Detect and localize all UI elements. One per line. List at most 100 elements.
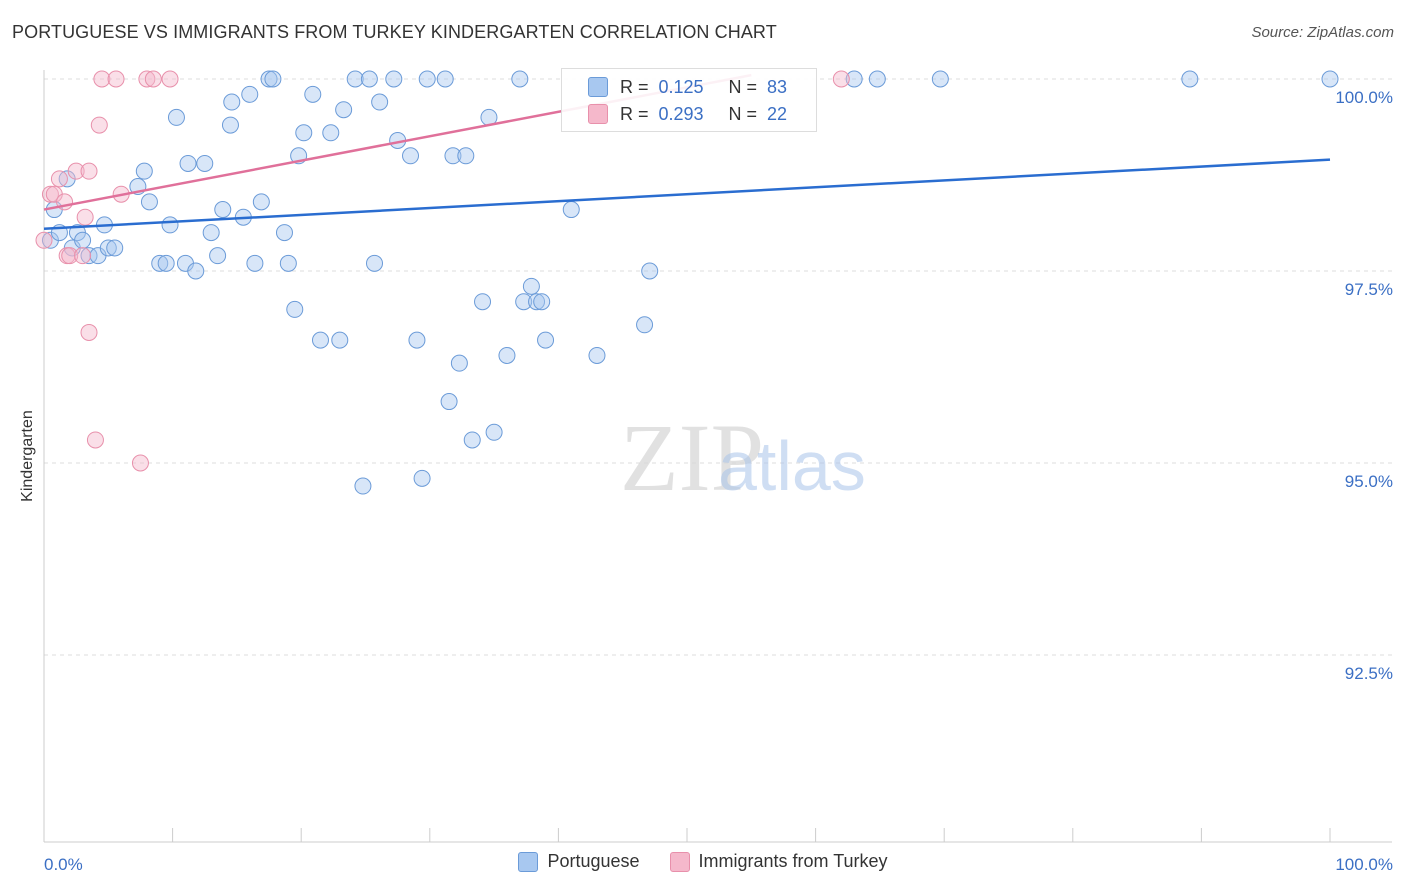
portuguese-point — [179, 154, 197, 172]
portuguese-point — [157, 254, 175, 272]
portuguese-point — [485, 423, 503, 441]
turkey-point — [144, 70, 162, 88]
portuguese-point — [408, 331, 426, 349]
turkey-point — [161, 70, 179, 88]
turkey-swatch — [588, 104, 608, 124]
portuguese-point — [99, 239, 117, 257]
portuguese-point — [636, 316, 654, 334]
portuguese-point — [533, 293, 551, 311]
portuguese-point — [346, 70, 364, 88]
r-value-turkey: 0.293 — [658, 103, 704, 124]
portuguese-point — [444, 147, 462, 165]
turkey-point — [80, 323, 98, 341]
portuguese-point — [246, 254, 264, 272]
portuguese-point — [335, 101, 353, 119]
portuguese-point — [80, 247, 98, 265]
n-label: N = — [728, 103, 758, 124]
stats-row-turkey: R = 0.293 N = 22 — [588, 101, 788, 127]
r-value-portuguese: 0.125 — [658, 76, 704, 97]
x-tick-label: 0.0% — [44, 855, 83, 874]
n-value-portuguese: 83 — [767, 76, 788, 97]
portuguese-point — [522, 277, 540, 295]
n-value-turkey: 22 — [767, 103, 788, 124]
turkey-point — [90, 116, 108, 134]
portuguese-point — [418, 70, 436, 88]
turkey-point — [93, 70, 111, 88]
portuguese-point — [214, 201, 232, 219]
portuguese-point — [322, 124, 340, 142]
portuguese-point — [385, 70, 403, 88]
turkey-point — [67, 162, 85, 180]
legend-label-turkey: Immigrants from Turkey — [698, 851, 888, 871]
portuguese-point — [279, 254, 297, 272]
portuguese-point — [498, 346, 516, 364]
portuguese-point — [264, 70, 282, 88]
portuguese-point — [1181, 70, 1199, 88]
portuguese-point — [161, 216, 179, 234]
portuguese-point — [463, 431, 481, 449]
portuguese-point — [221, 116, 239, 134]
turkey-legend-swatch — [669, 851, 690, 872]
portuguese-point — [588, 346, 606, 364]
portuguese-point — [140, 193, 158, 211]
portuguese-point — [562, 201, 580, 219]
y-tick-label: 92.5% — [1345, 664, 1393, 683]
portuguese-point — [366, 254, 384, 272]
portuguese-point — [1321, 70, 1339, 88]
portuguese-point — [537, 331, 555, 349]
turkey-point — [80, 162, 98, 180]
portuguese-point — [354, 477, 372, 495]
turkey-point — [76, 208, 94, 226]
portuguese-point — [252, 193, 270, 211]
data-points — [35, 70, 1339, 495]
portuguese-point — [311, 331, 329, 349]
portuguese-point — [413, 469, 431, 487]
portuguese-point — [474, 293, 492, 311]
r-label: R = — [620, 76, 649, 97]
portuguese-point — [515, 293, 533, 311]
turkey-point — [41, 185, 59, 203]
turkey-point — [35, 231, 53, 249]
portuguese-point — [528, 293, 546, 311]
portuguese-point — [440, 393, 458, 411]
portuguese-point — [511, 70, 529, 88]
portuguese-point — [241, 85, 259, 103]
portuguese-point — [260, 70, 278, 88]
watermark-atlas: atlas — [718, 427, 866, 505]
portuguese-point — [223, 93, 241, 111]
portuguese-point — [304, 85, 322, 103]
portuguese-point — [187, 262, 205, 280]
watermark-zip: ZIP — [620, 404, 764, 511]
turkey-point — [832, 70, 850, 88]
portuguese-point — [196, 154, 214, 172]
portuguese-point — [868, 70, 886, 88]
portuguese-point — [295, 124, 313, 142]
portuguese-point — [286, 300, 304, 318]
bottom-legend: Portuguese Immigrants from Turkey — [0, 851, 1406, 872]
portuguese-point — [450, 354, 468, 372]
portuguese-point — [360, 70, 378, 88]
turkey-point — [61, 247, 79, 265]
x-tick-label: 100.0% — [1335, 855, 1393, 874]
portuguese-point — [167, 108, 185, 126]
turkey-point — [131, 454, 149, 472]
grid-lines — [44, 78, 1392, 656]
legend-label-portuguese: Portuguese — [547, 851, 640, 871]
turkey-point — [74, 247, 92, 265]
portuguese-point — [135, 162, 153, 180]
legend-item-turkey[interactable]: Immigrants from Turkey — [669, 851, 888, 872]
portuguese-point — [151, 254, 169, 272]
y-tick-label: 100.0% — [1335, 88, 1393, 107]
portuguese-point — [457, 147, 475, 165]
turkey-point — [107, 70, 125, 88]
legend-item-portuguese[interactable]: Portuguese — [518, 851, 640, 872]
portuguese-point — [74, 231, 92, 249]
chart-title: PORTUGUESE VS IMMIGRANTS FROM TURKEY KIN… — [12, 22, 777, 42]
stats-row-portuguese: R = 0.125 N = 83 — [588, 74, 788, 100]
source-label: Source: ZipAtlas.com — [1251, 24, 1394, 41]
tick-labels: 100.0% 97.5% 95.0% 92.5% 0.0% 100.0% — [44, 88, 1393, 874]
portuguese-point — [402, 147, 420, 165]
portuguese-swatch — [588, 77, 608, 97]
portuguese-trend-line — [43, 158, 1331, 231]
